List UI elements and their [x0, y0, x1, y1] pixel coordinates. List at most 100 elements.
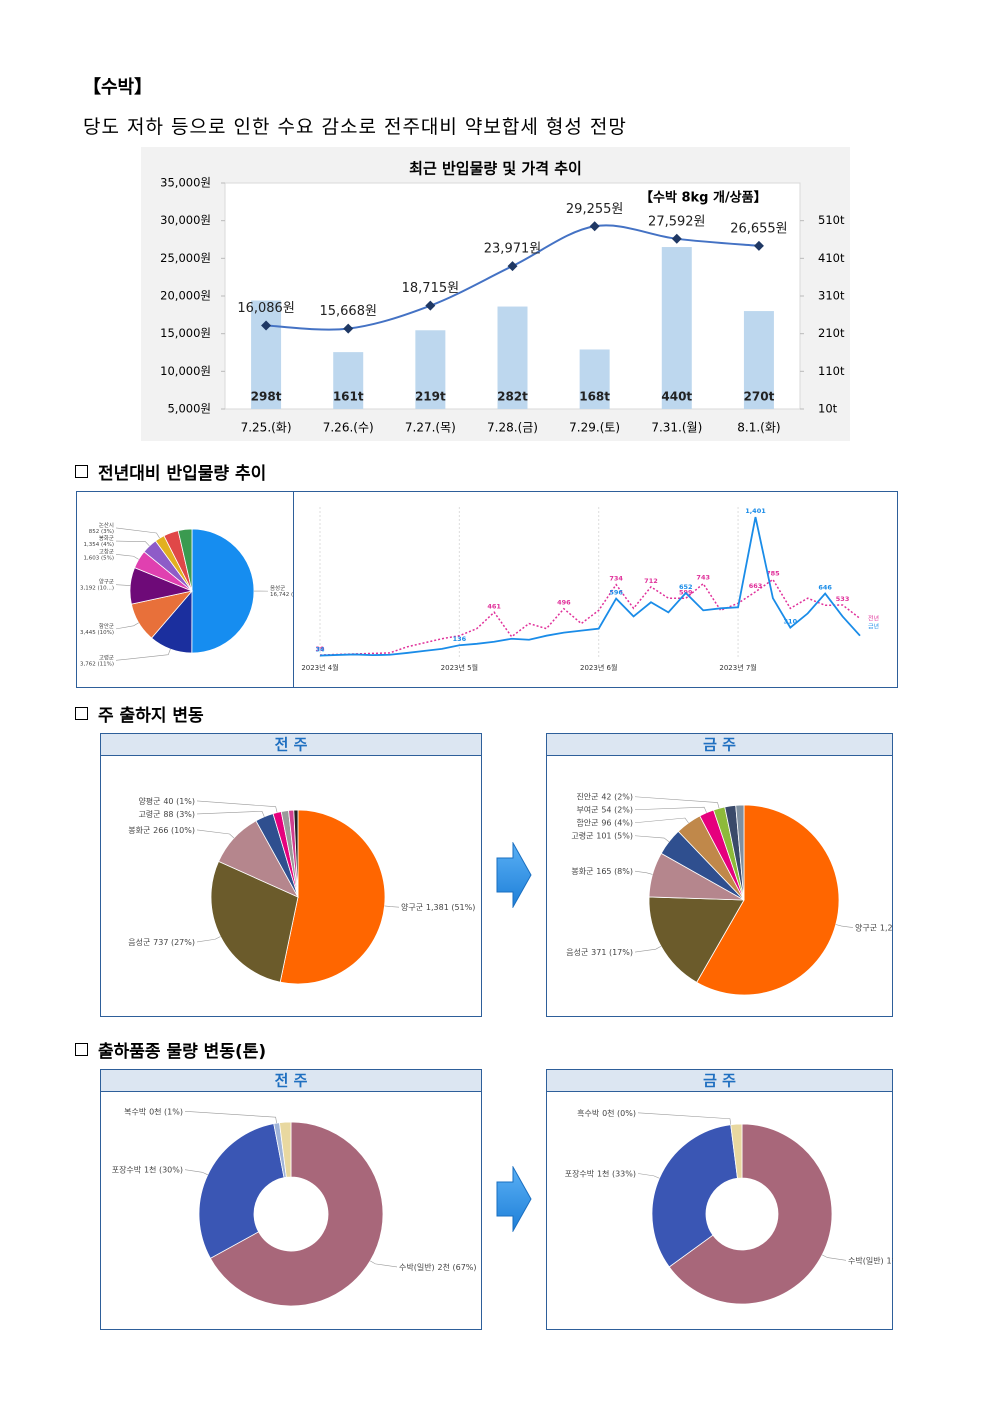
leader-line — [634, 870, 653, 875]
slice-value: 165 (8%) — [596, 867, 633, 876]
section-text: 주 출하지 변동 — [98, 706, 204, 726]
y-tick-label: 10,000원 — [160, 364, 211, 378]
donut-slice — [198, 1123, 285, 1259]
summary: 당도 저하 등으로 인한 수요 감소로 전주대비 약보합세 형성 전망 — [83, 116, 627, 138]
leader-line — [835, 924, 854, 928]
donut-slice — [651, 1124, 738, 1268]
y2-tick-label: 210t — [818, 326, 845, 340]
slice-value: 42 (2%) — [601, 792, 633, 801]
marker — [671, 233, 682, 244]
leader-line — [384, 905, 400, 908]
leader-line — [184, 1169, 208, 1176]
checkbox-icon — [75, 465, 88, 478]
slice-name: 고령군 — [571, 831, 593, 840]
data-label: 646 — [818, 584, 832, 592]
bar-label: 168t — [579, 390, 610, 404]
slice-label: 포장수박 1천 (30%) — [112, 1164, 183, 1174]
slice-name: 함안군 — [576, 817, 598, 827]
marker — [261, 320, 272, 331]
chart-frame — [76, 491, 898, 688]
leader-line — [196, 800, 278, 813]
slice-name: 음성군 — [270, 584, 285, 592]
slice-label: 양평군 40 (1%) — [138, 795, 195, 805]
bar — [497, 306, 528, 409]
x-tick-label: 7.28.(금) — [487, 421, 538, 435]
leader-line — [115, 527, 160, 539]
x-tick-label: 2023년 5월 — [441, 663, 478, 672]
leader-line — [115, 554, 139, 560]
slice-label: 수박(일반)1천 (65%) — [848, 1255, 893, 1265]
slice-label: 흑수박 0천 (0%) — [577, 1107, 636, 1117]
pie-slice — [177, 528, 193, 592]
slice-label: 포장수박 1천 (33%) — [565, 1168, 636, 1178]
series-line — [319, 516, 861, 657]
slice-name: 양구군 — [401, 903, 423, 912]
bar-label: 298t — [251, 390, 282, 404]
series-line — [319, 578, 861, 656]
slice-name: 양평군 — [138, 795, 160, 805]
leader-line — [634, 945, 662, 953]
leader-line — [634, 835, 670, 842]
donut-slice — [209, 1121, 384, 1307]
slice-name: 고령군 — [99, 653, 114, 661]
arrow — [496, 1166, 532, 1232]
y2-tick-label: 10t — [818, 402, 838, 416]
bar-label: 440t — [661, 390, 692, 404]
slice-value: 88 (3%) — [163, 809, 195, 818]
bar-label: 282t — [497, 390, 528, 404]
slice-name: 고창군 — [99, 547, 114, 555]
heading: 【수박】 — [83, 77, 153, 98]
x-tick-label: 2023년 4월 — [301, 663, 338, 672]
combo-chart: 최근 반입물량 및 가격 추이 【수박 8kg 개/상품】 5,000원 10,000… — [141, 147, 850, 441]
slice-value: 0천 (0%) — [602, 1107, 636, 1117]
leader-line — [634, 817, 689, 824]
divider — [293, 492, 294, 687]
donut-slice — [668, 1123, 833, 1305]
price-label: 15,668원 — [319, 304, 376, 319]
panel-title: 금 주 — [703, 736, 736, 754]
slice-value: 1천 (65%) — [886, 1255, 893, 1265]
bar — [661, 247, 692, 409]
x-tick-label: 7.27.(목) — [405, 421, 456, 435]
slice-label: 수박(일반) 2천 (67%) — [399, 1261, 477, 1271]
y-tick-label: 35,000원 — [160, 176, 211, 190]
marker — [589, 221, 600, 232]
slice-value: 40 (1%) — [163, 796, 195, 805]
price-label: 29,255원 — [566, 202, 623, 217]
slice-label: 봉화군 1,354 (4%) — [83, 535, 114, 548]
slice-value: 1,381 (51%) — [426, 903, 475, 912]
data-label: 310 — [784, 618, 798, 626]
y-tick-label: 20,000원 — [160, 289, 211, 303]
slice-label: 봉화군 165 (8%) — [571, 867, 633, 876]
slice-name: 봉화군 — [99, 535, 114, 542]
y-tick-label: 15,000원 — [160, 326, 211, 340]
marker — [753, 240, 764, 251]
slice-label: 복수박 0천 (1%) — [124, 1106, 183, 1116]
panel-title: 금 주 — [703, 1072, 736, 1090]
y2-tick-label: 510t — [818, 213, 845, 227]
bar — [251, 300, 282, 409]
x-tick-label: 8.1.(화) — [737, 421, 780, 435]
slice-value: 96 (4%) — [601, 818, 633, 827]
slice-name: 복수박 — [124, 1106, 147, 1116]
data-label: 34 — [315, 646, 325, 654]
slice-name: 부여군 — [576, 804, 598, 814]
panel-title: 전 주 — [275, 1072, 308, 1090]
panel-header — [546, 1069, 893, 1092]
arrow — [496, 842, 532, 908]
pie-slice — [293, 809, 299, 898]
leader-line — [196, 936, 221, 943]
leader-line — [637, 1112, 732, 1125]
slice-label: 고령군 3,762 (11%) — [80, 653, 114, 667]
data-label: 533 — [836, 595, 850, 603]
data-label: 596 — [609, 589, 623, 597]
slice-name: 고령군 — [138, 809, 160, 818]
slice-value: 371 (17%) — [591, 948, 633, 957]
bar — [415, 330, 446, 409]
checkbox-icon — [75, 1043, 88, 1056]
checkbox-icon — [75, 707, 88, 720]
slice-value: 3,762 (11%) — [80, 661, 114, 667]
slice-name: 양구군 — [99, 577, 114, 585]
